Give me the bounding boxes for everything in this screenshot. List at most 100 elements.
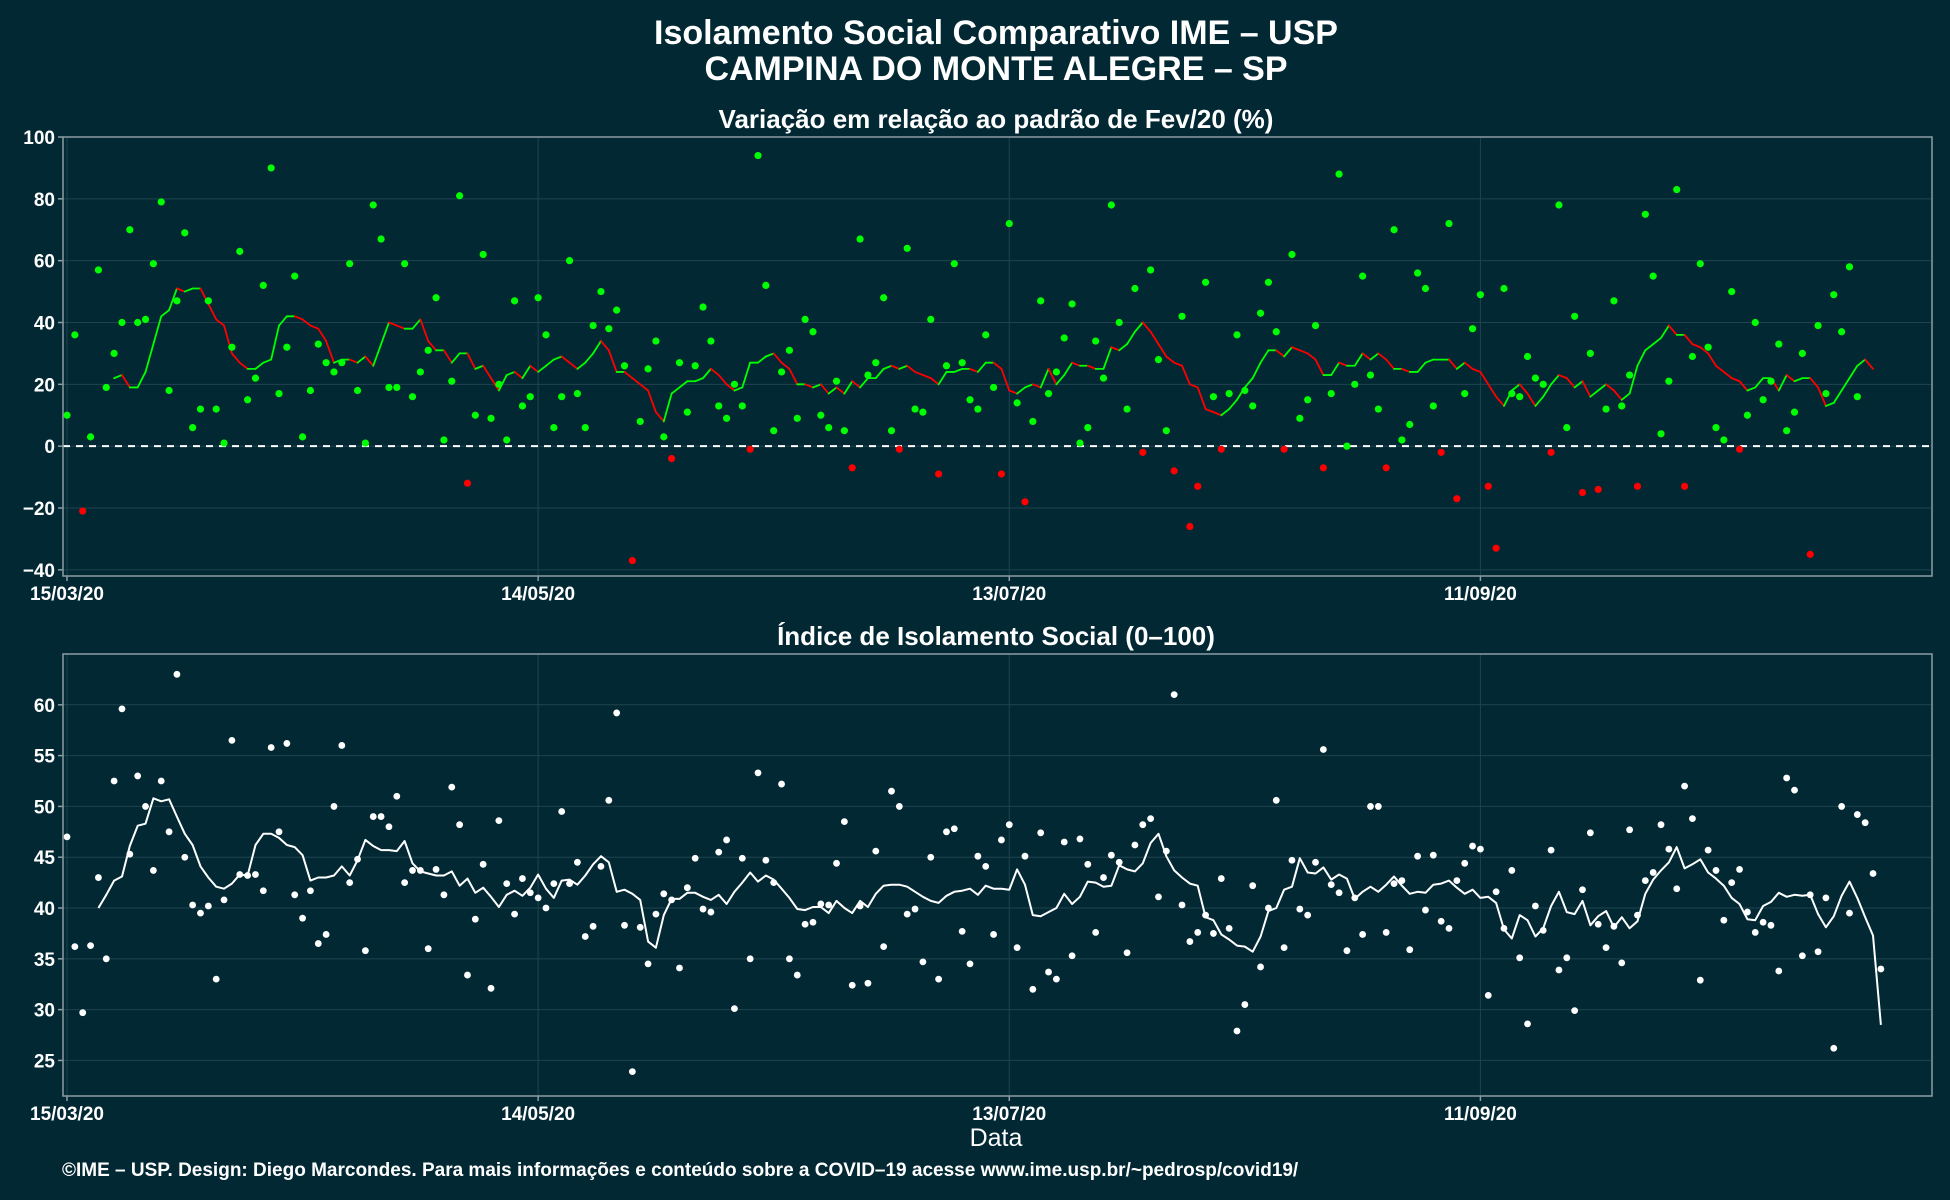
data-point <box>102 955 110 963</box>
panel1-grid <box>63 136 1932 576</box>
panel2-y-axis: 60 55 50 45 40 35 30 25 <box>34 696 63 1072</box>
data-point <box>1830 291 1838 299</box>
data-point <box>1272 328 1280 336</box>
data-point <box>369 813 377 820</box>
panel1-title: Variação em relação ao padrão de Fev/20 … <box>719 104 1274 134</box>
moving-average-segment <box>1793 377 1804 383</box>
data-point <box>526 889 534 897</box>
moving-average-segment <box>1573 380 1584 389</box>
data-point <box>699 303 707 311</box>
moving-average-segment <box>1400 367 1411 373</box>
data-point <box>1437 448 1445 456</box>
data-point <box>479 250 487 259</box>
data-point <box>731 1005 738 1013</box>
data-point <box>228 736 236 744</box>
moving-average-segment <box>513 371 524 380</box>
data-point <box>746 955 754 963</box>
data-point <box>1406 420 1414 429</box>
data-point <box>1555 966 1563 974</box>
data-point <box>1068 300 1076 308</box>
data-point <box>550 880 558 888</box>
data-point <box>157 777 165 785</box>
moving-average-segment <box>1024 383 1034 389</box>
data-point <box>1288 250 1296 259</box>
data-point <box>1602 944 1610 952</box>
data-point <box>1429 851 1437 859</box>
data-point <box>118 705 126 713</box>
data-point <box>840 427 848 435</box>
moving-average-segment <box>1754 377 1765 389</box>
moving-average-segment <box>1746 386 1757 392</box>
data-point <box>1476 291 1485 299</box>
moving-average-segment <box>1181 364 1191 386</box>
y-tick-label: 60 <box>34 252 55 273</box>
data-point <box>1139 448 1147 456</box>
data-point <box>1626 826 1634 834</box>
moving-average-segment <box>348 358 359 364</box>
data-point <box>471 915 479 923</box>
data-point <box>1680 482 1689 490</box>
y-tick-label: 20 <box>34 375 55 396</box>
data-point <box>1084 424 1092 432</box>
moving-average-segment <box>1581 380 1592 398</box>
moving-average-segment <box>419 318 430 342</box>
data-point <box>848 464 856 472</box>
moving-average-segment <box>1652 337 1662 346</box>
moving-average-segment <box>937 371 948 386</box>
data-point <box>1343 442 1351 450</box>
data-point <box>1170 691 1178 699</box>
moving-average-segment <box>1424 358 1435 364</box>
data-point <box>589 922 597 930</box>
data-point <box>1422 906 1429 914</box>
moving-average-segment <box>812 383 822 389</box>
data-point <box>1201 278 1210 286</box>
data-point <box>63 833 71 841</box>
moving-average-segment <box>733 386 744 392</box>
data-point <box>307 887 314 895</box>
data-point <box>1484 992 1492 999</box>
moving-average-segment <box>1071 361 1081 367</box>
x-tick-label: 11/09/20 <box>1444 1104 1517 1125</box>
data-point <box>1806 891 1814 899</box>
data-point <box>1626 371 1634 379</box>
data-point <box>722 414 731 422</box>
moving-average-segment <box>364 355 375 367</box>
data-point <box>652 910 660 918</box>
data-point <box>291 272 299 280</box>
data-point <box>220 439 228 447</box>
data-point <box>1743 411 1751 419</box>
panel2-points <box>63 670 1885 1076</box>
data-point <box>1845 263 1854 271</box>
data-point <box>1280 944 1288 952</box>
data-point <box>542 904 550 912</box>
data-point <box>1461 389 1469 398</box>
x-tick-label: 14/05/20 <box>501 584 575 605</box>
moving-average-segment <box>238 361 249 370</box>
data-point <box>1594 485 1602 494</box>
data-point <box>236 871 244 878</box>
panel2-x-axis: 15/03/20 14/05/20 13/07/20 11/09/20 <box>30 1096 1517 1125</box>
footer-credit: ©IME – USP. Design: Diego Marcondes. Par… <box>62 1160 1299 1181</box>
y-tick-label: 35 <box>34 950 56 971</box>
data-point <box>519 875 526 882</box>
data-point <box>1225 389 1233 398</box>
moving-average-segment <box>317 327 328 342</box>
moving-average-segment <box>890 364 901 370</box>
moving-average-segment <box>741 361 752 389</box>
data-point <box>856 902 864 910</box>
data-point <box>511 910 518 918</box>
data-point <box>283 343 291 351</box>
data-point <box>809 328 817 336</box>
moving-average-segment <box>1825 401 1835 407</box>
data-point <box>110 349 118 358</box>
data-point <box>1555 201 1563 209</box>
moving-average-segment <box>906 364 916 373</box>
data-point <box>1728 879 1736 887</box>
moving-average-segment <box>1730 377 1741 383</box>
data-point <box>1162 847 1170 855</box>
moving-average-segment <box>529 364 540 373</box>
moving-average-segment <box>1016 386 1026 395</box>
moving-average-segment <box>411 318 422 330</box>
data-point <box>1256 309 1265 317</box>
data-point <box>1217 875 1225 882</box>
